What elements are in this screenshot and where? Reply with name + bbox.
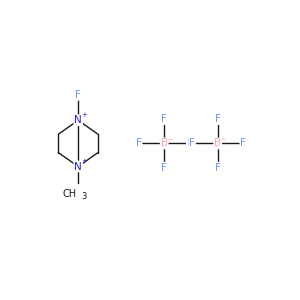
Text: F: F	[161, 163, 167, 173]
Text: +: +	[82, 158, 88, 164]
Text: F: F	[75, 90, 81, 100]
Text: F: F	[136, 138, 142, 148]
Text: B: B	[161, 138, 168, 148]
Text: +: +	[82, 112, 88, 118]
Text: 3: 3	[82, 192, 87, 201]
Text: F: F	[187, 138, 193, 148]
Text: F: F	[189, 138, 195, 148]
Text: B: B	[214, 138, 221, 148]
Text: F: F	[240, 138, 246, 148]
Text: −: −	[220, 135, 226, 144]
Text: F: F	[215, 163, 220, 173]
Text: F: F	[215, 114, 220, 124]
Text: CH: CH	[63, 189, 77, 199]
Text: F: F	[161, 114, 167, 124]
Text: N: N	[74, 115, 82, 125]
Text: N: N	[74, 161, 82, 172]
Text: −: −	[166, 135, 172, 144]
